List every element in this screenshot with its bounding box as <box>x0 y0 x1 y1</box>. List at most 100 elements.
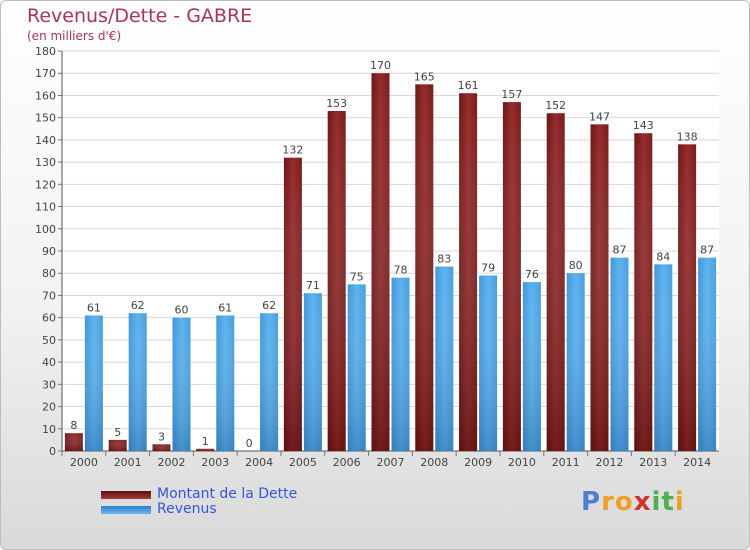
bar-revenus-shade <box>303 293 322 451</box>
bar-dette-shade <box>64 433 83 451</box>
x-tick-label: 2001 <box>114 456 142 469</box>
logo-letter: i <box>674 487 685 517</box>
bar-revenus-shade <box>610 257 629 451</box>
y-tick-label: 100 <box>35 223 56 236</box>
value-label-dette: 1 <box>202 435 209 448</box>
value-label-dette: 138 <box>677 130 698 143</box>
x-tick-label: 2005 <box>289 456 317 469</box>
x-tick-label: 2012 <box>596 456 624 469</box>
y-tick-label: 160 <box>35 89 56 102</box>
legend-item-dette: Montant de la Dette <box>101 487 297 502</box>
value-label-dette: 170 <box>370 59 391 72</box>
value-label-revenus: 62 <box>262 299 276 312</box>
proxiti-logo: Proxiti <box>581 487 685 517</box>
value-label-dette: 157 <box>501 88 522 101</box>
value-label-dette: 3 <box>158 430 165 443</box>
bar-dette-shade <box>502 102 521 451</box>
x-tick-label: 2011 <box>552 456 580 469</box>
y-tick-label: 120 <box>35 178 56 191</box>
logo-letter: o <box>614 487 634 517</box>
value-label-revenus: 60 <box>175 304 189 317</box>
legend-label-revenus: Revenus <box>157 501 217 517</box>
bar-revenus-shade <box>347 284 366 451</box>
value-label-revenus: 84 <box>656 250 670 263</box>
value-label-dette: 132 <box>282 144 303 157</box>
bar-dette-shade <box>634 133 653 451</box>
y-tick-label: 60 <box>42 312 56 325</box>
x-tick-label: 2013 <box>639 456 667 469</box>
y-tick-label: 50 <box>42 334 56 347</box>
value-label-dette: 5 <box>114 426 121 439</box>
legend-item-revenus: Revenus <box>101 502 297 517</box>
logo-letter: i <box>651 487 662 517</box>
value-label-dette: 147 <box>589 110 610 123</box>
bar-dette-shade <box>459 93 478 451</box>
y-tick-label: 150 <box>35 112 56 125</box>
value-label-revenus: 87 <box>613 244 627 257</box>
bar-dette-shade <box>678 144 697 452</box>
bar-dette-shade <box>546 113 565 451</box>
value-label-revenus: 62 <box>131 299 145 312</box>
bar-revenus-shade <box>128 313 147 451</box>
value-label-revenus: 83 <box>437 253 451 266</box>
legend-swatch-dette <box>101 490 151 499</box>
value-label-dette: 152 <box>545 99 566 112</box>
bar-dette-shade <box>283 157 302 451</box>
chart-title: Revenus/Dette - GABRE <box>27 5 253 27</box>
y-tick-label: 110 <box>35 201 56 214</box>
x-tick-label: 2003 <box>201 456 229 469</box>
value-label-revenus: 61 <box>87 301 101 314</box>
y-tick-label: 80 <box>42 267 56 280</box>
x-tick-label: 2004 <box>245 456 273 469</box>
value-label-dette: 165 <box>414 70 435 83</box>
logo-letter: t <box>661 487 675 517</box>
y-tick-label: 40 <box>42 356 56 369</box>
value-label-revenus: 79 <box>481 261 495 274</box>
value-label-dette: 8 <box>70 419 77 432</box>
bar-revenus-shade <box>654 264 673 451</box>
value-label-revenus: 80 <box>569 259 583 272</box>
x-tick-label: 2009 <box>464 456 492 469</box>
y-tick-label: 180 <box>35 45 56 58</box>
bar-dette-shade <box>152 444 171 451</box>
x-tick-label: 2000 <box>70 456 98 469</box>
logo-letter: r <box>601 487 615 517</box>
y-tick-label: 140 <box>35 134 56 147</box>
value-label-dette: 143 <box>633 119 654 132</box>
y-tick-label: 10 <box>42 423 56 436</box>
y-tick-label: 20 <box>42 401 56 414</box>
value-label-revenus: 71 <box>306 279 320 292</box>
bar-dette-shade <box>108 439 127 451</box>
value-label-dette: 153 <box>326 97 347 110</box>
value-label-dette: 0 <box>246 437 253 450</box>
bar-revenus-shade <box>435 266 454 451</box>
x-tick-label: 2002 <box>158 456 186 469</box>
chart-subtitle: (en milliers d'€) <box>27 29 122 43</box>
value-label-revenus: 61 <box>218 301 232 314</box>
x-tick-label: 2007 <box>377 456 405 469</box>
bar-revenus-shade <box>172 317 191 451</box>
bar-dette-shade <box>327 111 346 451</box>
bar-revenus-shade <box>84 315 103 451</box>
value-label-revenus: 76 <box>525 268 539 281</box>
bar-revenus-shade <box>479 275 498 451</box>
x-tick-label: 2006 <box>333 456 361 469</box>
value-label-revenus: 87 <box>700 244 714 257</box>
x-tick-label: 2014 <box>683 456 711 469</box>
bar-revenus-shade <box>566 273 585 451</box>
bar-dette-shade <box>590 124 609 451</box>
bar-revenus-shade <box>522 282 541 451</box>
bar-dette-shade <box>415 84 434 451</box>
bar-revenus-shade <box>391 277 410 451</box>
y-tick-label: 90 <box>42 245 56 258</box>
bar-revenus-shade <box>216 315 235 451</box>
x-tick-label: 2010 <box>508 456 536 469</box>
x-tick-label: 2008 <box>420 456 448 469</box>
value-label-revenus: 78 <box>394 264 408 277</box>
y-tick-label: 130 <box>35 156 56 169</box>
legend: Montant de la Dette Revenus <box>101 487 297 517</box>
logo-letter: x <box>633 487 652 517</box>
bar-dette-shade <box>196 448 215 451</box>
